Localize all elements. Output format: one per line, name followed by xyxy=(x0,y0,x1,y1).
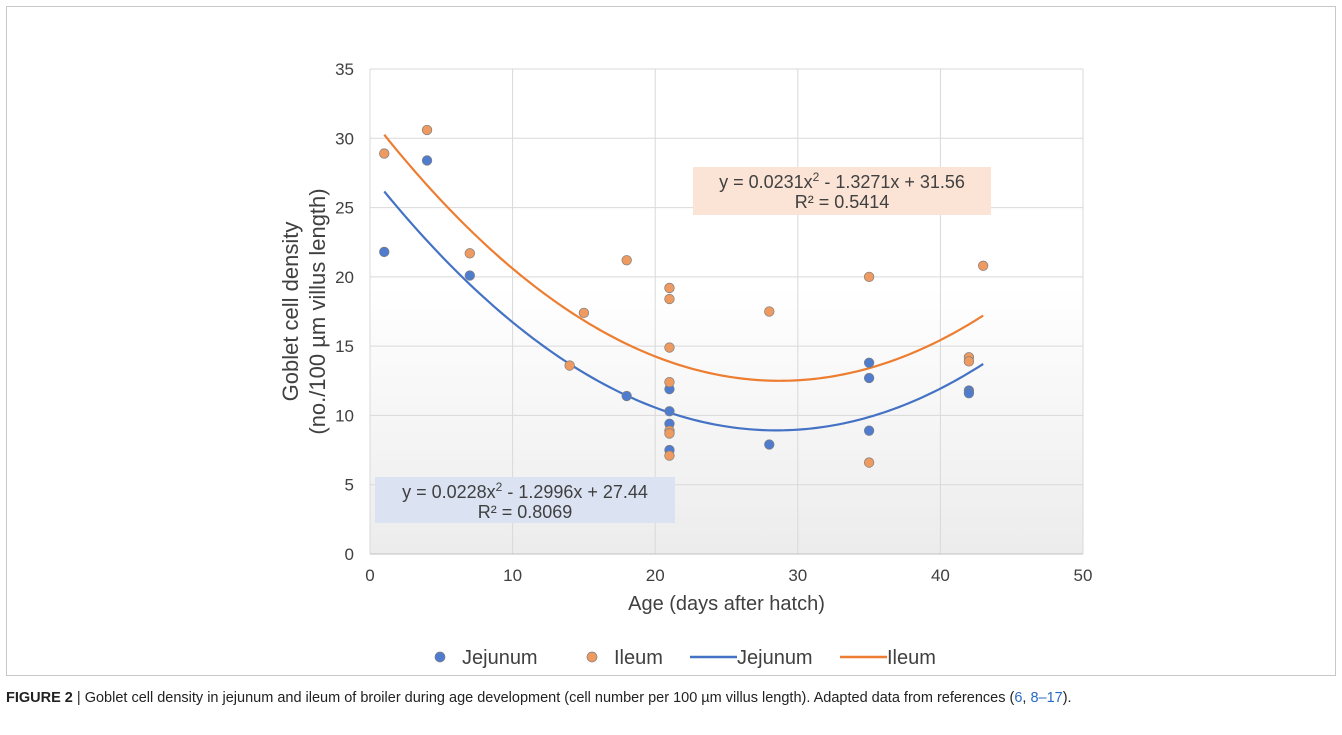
equation-box-jejunum xyxy=(375,477,675,523)
point-ileum xyxy=(863,271,875,283)
r-squared-ileum: R² = 0.5414 xyxy=(795,192,890,212)
y-tick-label: 25 xyxy=(335,199,354,218)
legend-marker-ileum xyxy=(586,651,598,663)
caption-ref-separator: , xyxy=(1022,690,1031,706)
point-ileum xyxy=(664,293,675,305)
point-jejunum xyxy=(863,372,875,384)
point-jejunum xyxy=(863,425,875,436)
point-ileum xyxy=(764,306,775,317)
equation-text-ileum: y = 0.0231x2 - 1.3271x + 31.56 xyxy=(719,170,965,192)
point-jejunum xyxy=(863,357,875,368)
point-jejunum xyxy=(379,246,390,258)
legend-label-ileum-line: Ileum xyxy=(887,647,936,669)
point-ileum xyxy=(963,356,975,367)
point-ileum xyxy=(664,342,675,353)
point-ileum xyxy=(863,457,875,468)
trendline-jejunum xyxy=(383,190,984,432)
figure-caption: FIGURE 2 | Goblet cell density in jejunu… xyxy=(6,690,1338,706)
point-ileum xyxy=(379,148,390,159)
y-tick-label: 35 xyxy=(335,60,354,79)
x-tick-label: 20 xyxy=(646,566,665,585)
point-jejunum xyxy=(764,439,775,450)
equation-part: - 1.2996x + 27.44 xyxy=(502,482,648,502)
y-axis-title-line2: (no./100 µm villus length) xyxy=(305,188,330,434)
x-tick-label: 50 xyxy=(1074,566,1093,585)
point-ileum xyxy=(664,282,675,294)
point-jejunum xyxy=(664,406,675,417)
point-ileum xyxy=(978,260,989,271)
x-tick-label: 0 xyxy=(365,566,374,585)
equation-part: - 1.3271x + 31.56 xyxy=(819,172,965,192)
legend-marker-jejunum xyxy=(434,651,446,663)
point-ileum xyxy=(664,377,675,388)
equation-superscript: 2 xyxy=(496,480,503,494)
point-jejunum xyxy=(963,388,975,399)
caption-ref-8-17[interactable]: 8–17 xyxy=(1030,690,1063,706)
point-jejunum xyxy=(421,155,433,166)
legend-label-ileum-points: Ileum xyxy=(614,647,663,669)
equation-superscript: 2 xyxy=(813,170,820,184)
x-tick-label: 10 xyxy=(503,566,522,585)
y-tick-label: 0 xyxy=(345,545,354,564)
caption-separator: | xyxy=(72,690,85,706)
point-ileum xyxy=(621,255,632,266)
x-axis-title: Age (days after hatch) xyxy=(628,593,825,615)
point-ileum xyxy=(564,360,575,371)
legend-label-jejunum-line: Jejunum xyxy=(737,647,813,669)
equation-part: y = 0.0228x xyxy=(402,482,496,502)
y-tick-label: 15 xyxy=(335,337,354,356)
y-tick-label: 30 xyxy=(335,129,354,148)
r-squared-jejunum: R² = 0.8069 xyxy=(478,502,573,522)
point-ileum xyxy=(664,428,675,439)
point-ileum xyxy=(421,124,433,136)
point-ileum xyxy=(464,248,475,259)
y-axis-title-line1: Goblet cell density xyxy=(278,222,303,402)
point-jejunum xyxy=(464,270,475,281)
y-tick-label: 20 xyxy=(335,268,354,287)
y-tick-label: 10 xyxy=(335,406,354,425)
caption-text: Goblet cell density in jejunum and ileum… xyxy=(84,690,1015,706)
x-tick-label: 30 xyxy=(788,566,807,585)
chart: 0 5 10 15 20 25 30 35 0 10 20 30 40 50 Age (days after… xyxy=(278,60,1093,669)
plot-area xyxy=(370,69,1083,554)
x-tick-label: 40 xyxy=(931,566,950,585)
trendline-ileum xyxy=(383,134,984,382)
equation-text-jejunum: y = 0.0228x2 - 1.2996x + 27.44 xyxy=(402,480,648,502)
y-tick-label: 5 xyxy=(345,476,354,495)
point-ileum xyxy=(664,450,675,461)
point-jejunum xyxy=(621,390,632,402)
legend-label-jejunum-points: Jejunum xyxy=(462,647,538,669)
caption-label: FIGURE 2 xyxy=(6,690,73,706)
equation-part: y = 0.0231x xyxy=(719,172,813,192)
point-ileum xyxy=(578,307,590,319)
caption-end: ). xyxy=(1062,690,1072,706)
caption-ref-6[interactable]: 6 xyxy=(1014,690,1023,706)
equation-box-ileum xyxy=(693,167,991,215)
